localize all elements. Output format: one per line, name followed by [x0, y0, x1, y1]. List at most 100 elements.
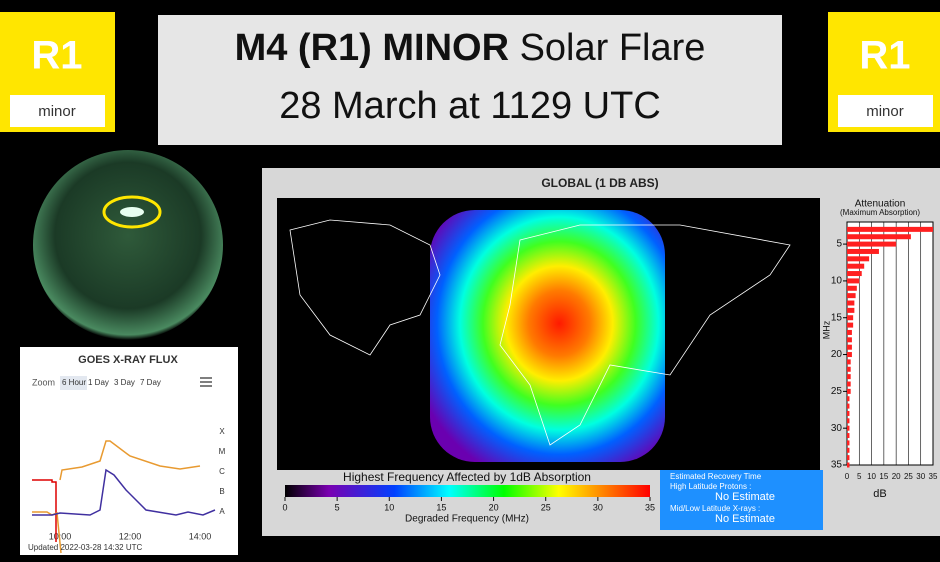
attenuation-bar [847, 300, 855, 306]
x-tick-label: 35 [929, 472, 938, 481]
x-tick-label: 20 [892, 472, 901, 481]
colorbar-tick-label: 20 [489, 502, 499, 512]
attenuation-bar [847, 440, 850, 446]
attenuation-bar [847, 352, 852, 358]
attenuation-bar [847, 234, 911, 240]
attenuation-bar [847, 329, 852, 335]
badge-code: R1 [31, 34, 82, 78]
header-rest: Solar Flare [520, 27, 706, 69]
flare [120, 207, 144, 217]
x-tick-label: 10 [867, 472, 876, 481]
recovery-label: Mid/Low Latitude X-rays : [670, 504, 760, 513]
recovery-value: No Estimate [715, 513, 775, 525]
attenuation-bar [847, 418, 850, 424]
x-tick-label: 15 [879, 472, 888, 481]
flux-line-red [32, 479, 57, 542]
sun-image [33, 150, 223, 340]
colorbar-tick-label: 10 [384, 502, 394, 512]
attenuation-bar [847, 388, 851, 394]
attenuation-bar [847, 241, 897, 247]
attenuation-bar [847, 410, 850, 416]
flux-class: M [219, 447, 226, 456]
recovery-box [660, 470, 823, 530]
header-line1: M4 (R1) MINOR Solar Flare [235, 27, 706, 69]
zoom-option[interactable]: 6 Hour [62, 378, 86, 387]
recovery-value: No Estimate [715, 491, 775, 503]
zoom-label: Zoom [32, 377, 55, 387]
header-bold: M4 (R1) MINOR [235, 27, 509, 69]
attenuation-bar [847, 374, 851, 380]
attenuation-bar [847, 256, 870, 262]
badge: R1 minor [0, 12, 115, 132]
time-label: 12:00 [119, 531, 142, 541]
recovery-title: Estimated Recovery Time [670, 472, 762, 481]
attenuation-y-label: MHz [821, 320, 831, 339]
attenuation-subtitle: (Maximum Absorption) [840, 208, 920, 217]
colorbar-tick-label: 35 [645, 502, 655, 512]
recovery-label: High Latitude Protons : [670, 482, 751, 491]
xray-title: GOES X-RAY FLUX [78, 354, 178, 366]
zoom-active [60, 376, 87, 390]
menu-icon[interactable] [200, 377, 212, 387]
y-tick-label: 30 [831, 423, 843, 434]
xray-panel: GOES X-RAY FLUX Zoom 6 Hour 1 Day 3 Day 7 D… [20, 347, 238, 555]
header-box [158, 15, 782, 145]
colorbar-tick-label: 25 [541, 502, 551, 512]
attenuation-bar [847, 433, 850, 439]
flux-line-short [32, 468, 216, 516]
attenuation-bar [847, 425, 850, 431]
attenuation-bar [847, 322, 854, 328]
y-tick-label: 5 [836, 239, 842, 250]
attenuation-bar [847, 248, 879, 254]
attenuation-bar [847, 447, 850, 453]
updated: Updated 2022-03-28 14:32 UTC [28, 543, 143, 552]
flux-class: B [219, 487, 224, 496]
zoom-option[interactable]: 1 Day [88, 378, 109, 387]
coastlines [289, 219, 791, 446]
attenuation-bar [847, 455, 850, 461]
flux-class: A [219, 507, 225, 516]
attenuation-bar [847, 315, 854, 321]
colorbar-label: Degraded Frequency (MHz) [405, 514, 529, 525]
y-tick-label: 15 [831, 312, 843, 323]
x-tick-label: 5 [857, 472, 862, 481]
y-tick-label: 20 [831, 349, 843, 360]
zoom-option[interactable]: 7 Day [140, 378, 161, 387]
x-tick-label: 0 [845, 472, 850, 481]
x-tick-label: 30 [916, 472, 925, 481]
x-tick-label: 25 [904, 472, 913, 481]
attenuation-bar [847, 285, 857, 291]
drap-title: GLOBAL (1 DB ABS) [541, 176, 658, 190]
attenuation-bar [847, 307, 855, 313]
colorbar-tick-label: 15 [436, 502, 446, 512]
y-tick-label: 35 [831, 460, 843, 471]
colorbar-title: Highest Frequency Affected by 1dB Absorp… [343, 470, 591, 484]
badge: R1 minor [828, 12, 940, 132]
attenuation-bar [847, 278, 860, 284]
attenuation-bar [847, 344, 852, 350]
flare-marker [102, 195, 162, 229]
attenuation-bar [847, 271, 862, 277]
colorbar-tick-label: 5 [335, 502, 340, 512]
badge-code: R1 [859, 34, 910, 78]
attenuation-bar [847, 396, 850, 402]
time-label: 14:00 [189, 531, 212, 541]
zoom-option[interactable]: 3 Day [114, 378, 135, 387]
attenuation-bar [847, 462, 850, 468]
colorbar-tick-label: 0 [282, 502, 287, 512]
y-tick-label: 10 [831, 276, 843, 287]
colorbar-tick-label: 30 [593, 502, 603, 512]
flux-class: X [219, 427, 225, 436]
attenuation-bar [847, 226, 933, 232]
attenuation-title: Attenuation [855, 199, 906, 210]
attenuation-bar [847, 403, 850, 409]
attenuation-bar [847, 263, 865, 269]
attenuation-bar [847, 359, 851, 365]
attenuation-bar [847, 293, 856, 299]
badge-level: minor [866, 103, 904, 120]
attenuation-x-label: dB [873, 488, 886, 500]
y-tick-label: 25 [831, 386, 843, 397]
attenuation-bar [847, 366, 851, 372]
